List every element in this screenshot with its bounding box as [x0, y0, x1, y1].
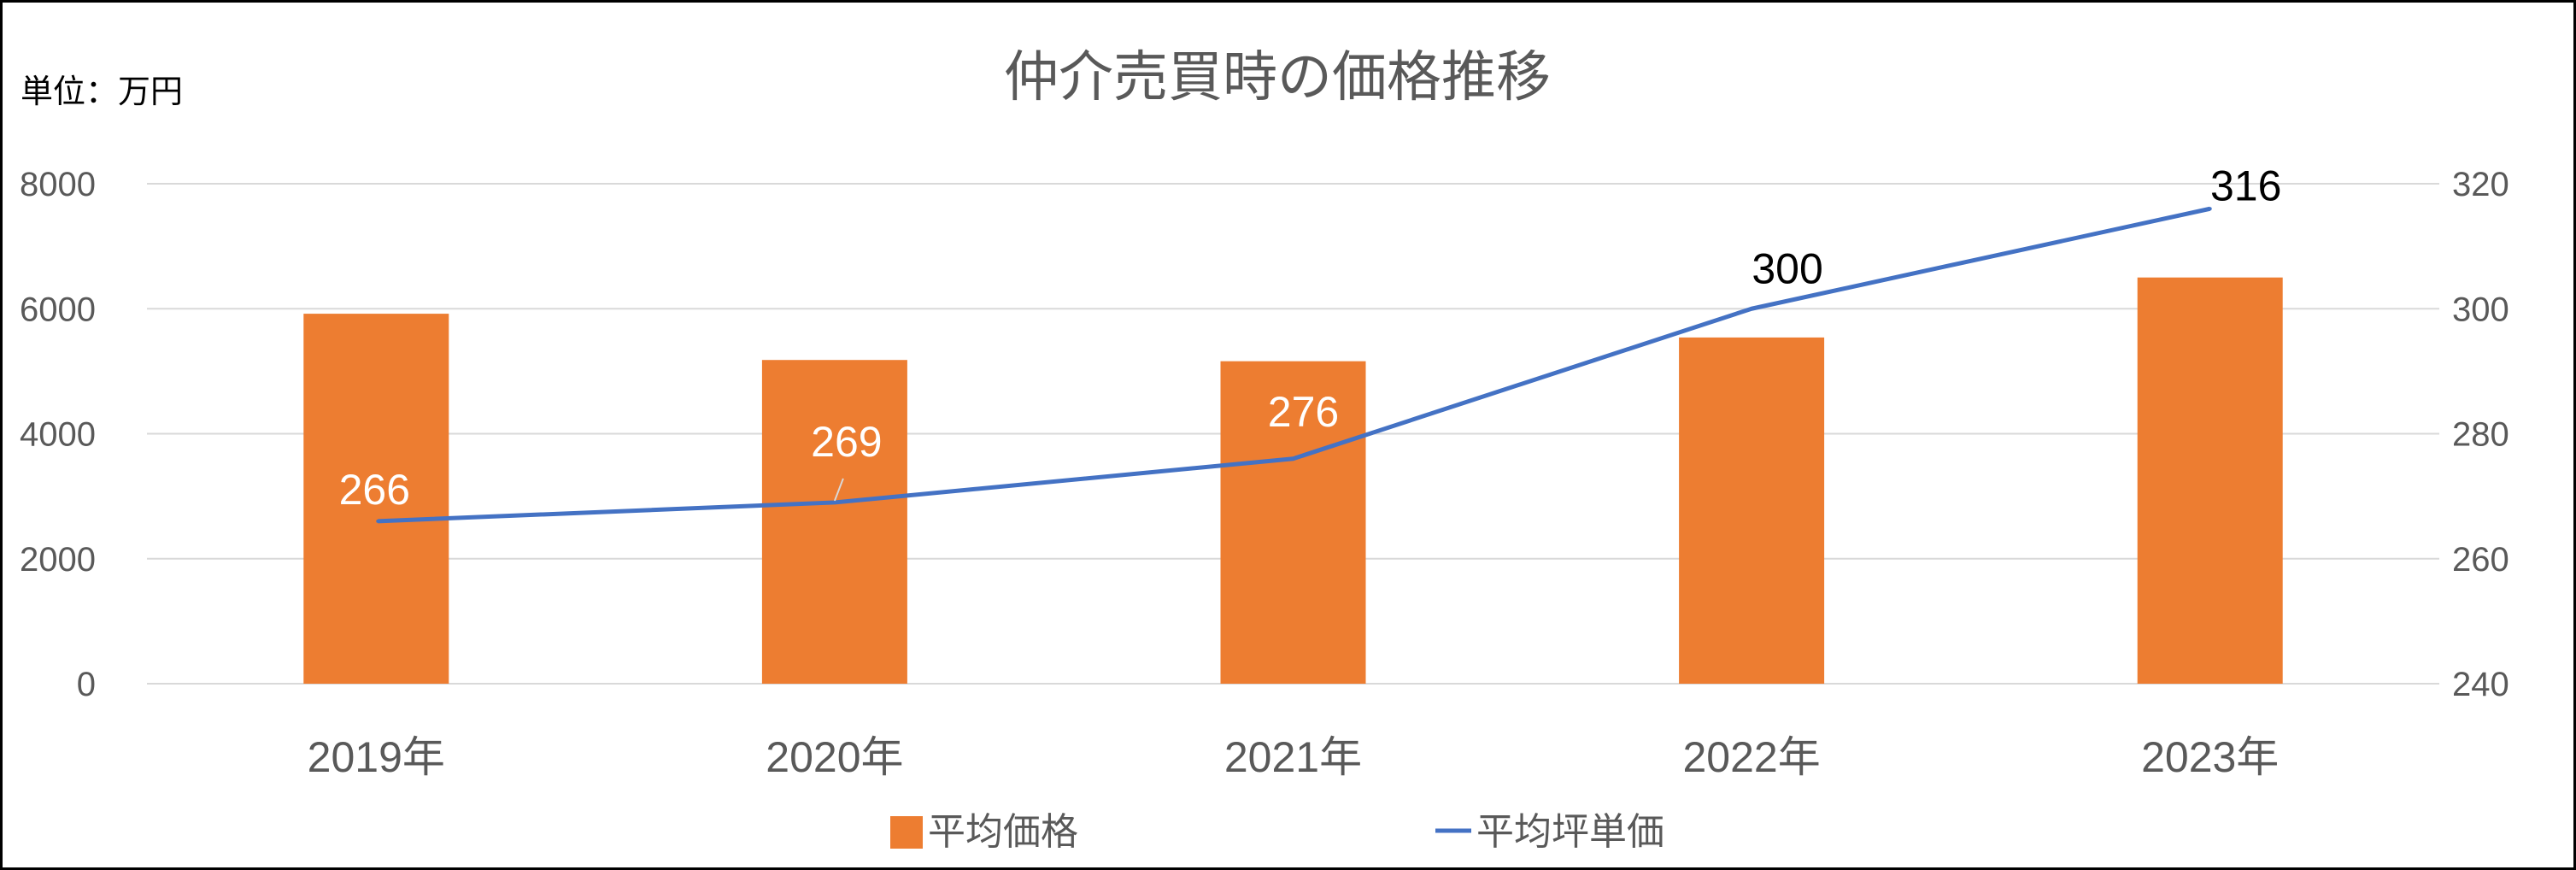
left-tick-label: 4000 — [20, 416, 96, 454]
bar-2022年 — [1679, 337, 1825, 684]
data-label: 316 — [2210, 162, 2281, 209]
right-y-axis: 240 260 280 300 320 — [2452, 166, 2509, 703]
data-label: 266 — [339, 466, 410, 514]
leader-line — [833, 478, 844, 502]
right-tick-label: 260 — [2452, 541, 2509, 579]
line-series: 266 269 276 300 316 — [339, 162, 2281, 524]
bar-2021年 — [1220, 361, 1366, 684]
unit-label: 単位：万円 — [21, 73, 183, 110]
right-tick-label: 300 — [2452, 291, 2509, 328]
line-point — [1750, 307, 1754, 311]
category-label: 2022年 — [1682, 733, 1820, 781]
chart-title: 仲介売買時の価格推移 — [1004, 46, 1551, 109]
left-tick-label: 0 — [77, 666, 96, 703]
left-tick-label: 6000 — [20, 291, 96, 328]
line-point — [832, 500, 836, 504]
right-tick-label: 280 — [2452, 416, 2509, 454]
legend-label: 平均価格 — [928, 810, 1078, 854]
category-label: 2023年 — [2141, 733, 2279, 781]
left-tick-label: 2000 — [20, 541, 96, 579]
left-y-axis: 0 2000 4000 6000 8000 — [20, 166, 96, 703]
line-point — [376, 519, 380, 523]
data-label: 300 — [1752, 244, 1822, 292]
bar-2023年 — [2137, 277, 2283, 684]
legend-label: 平均坪単価 — [1476, 810, 1664, 854]
data-label: 276 — [1268, 388, 1339, 436]
legend-swatch-bar — [890, 816, 923, 849]
left-tick-label: 8000 — [20, 166, 96, 203]
line-point — [2208, 207, 2212, 211]
bar-series — [303, 277, 2283, 684]
category-axis: 2019年 2020年 2021年 2022年 2023年 — [308, 733, 2280, 781]
legend: 平均価格 平均坪単価 — [890, 810, 1664, 854]
bar-2020年 — [761, 360, 907, 684]
right-tick-label: 320 — [2452, 166, 2509, 203]
right-tick-label: 240 — [2452, 666, 2509, 703]
category-label: 2021年 — [1224, 733, 1362, 781]
data-label: 269 — [811, 418, 882, 466]
bar-2019年 — [303, 314, 449, 684]
category-label: 2019年 — [308, 733, 445, 781]
line-point — [1291, 456, 1295, 461]
category-label: 2020年 — [766, 733, 903, 781]
